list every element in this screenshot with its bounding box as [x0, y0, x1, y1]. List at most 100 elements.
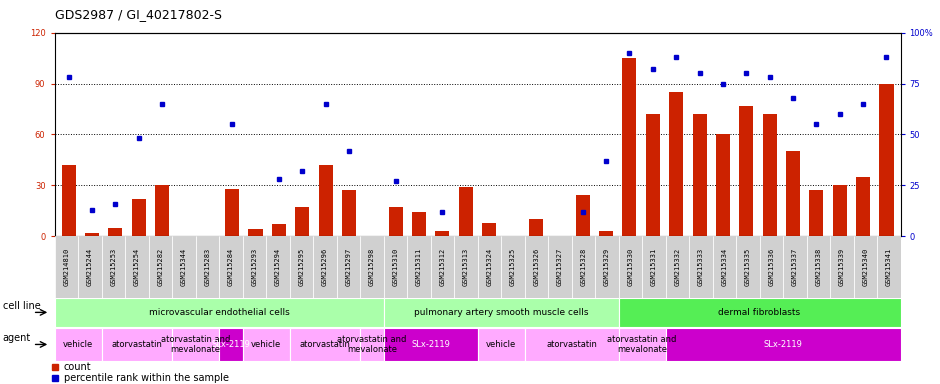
- Bar: [572, 236, 595, 298]
- Bar: [219, 236, 243, 298]
- Bar: [716, 134, 730, 236]
- Text: GSM215298: GSM215298: [368, 248, 375, 286]
- Text: atorvastatin and
mevalonate: atorvastatin and mevalonate: [337, 335, 406, 354]
- Bar: [108, 228, 122, 236]
- Text: GSM215310: GSM215310: [392, 248, 399, 286]
- Text: GSM215344: GSM215344: [180, 248, 187, 286]
- Bar: [61, 165, 75, 236]
- Text: pulmonary artery smooth muscle cells: pulmonary artery smooth muscle cells: [414, 308, 588, 317]
- Bar: [595, 236, 619, 298]
- Bar: [760, 236, 783, 298]
- Text: GDS2987 / GI_40217802-S: GDS2987 / GI_40217802-S: [55, 8, 222, 21]
- Text: GSM215244: GSM215244: [86, 248, 93, 286]
- Bar: [575, 195, 589, 236]
- Text: GSM215253: GSM215253: [110, 248, 117, 286]
- Bar: [384, 236, 407, 298]
- Bar: [548, 236, 572, 298]
- Text: GSM215341: GSM215341: [885, 248, 892, 286]
- Bar: [619, 298, 901, 326]
- Bar: [360, 236, 384, 298]
- Bar: [529, 219, 543, 236]
- Bar: [149, 236, 172, 298]
- Bar: [525, 236, 548, 298]
- Bar: [646, 114, 660, 236]
- Bar: [619, 328, 666, 361]
- Text: atorvastatin and
mevalonate: atorvastatin and mevalonate: [161, 335, 230, 354]
- Bar: [689, 236, 713, 298]
- Text: GSM215313: GSM215313: [462, 248, 469, 286]
- Bar: [337, 236, 360, 298]
- Text: GSM215338: GSM215338: [815, 248, 822, 286]
- Bar: [501, 236, 525, 298]
- Text: vehicle: vehicle: [486, 340, 516, 349]
- Text: GSM215333: GSM215333: [697, 248, 704, 286]
- Bar: [786, 151, 800, 236]
- Bar: [55, 328, 102, 361]
- Text: atorvastatin and
mevalonate: atorvastatin and mevalonate: [607, 335, 677, 354]
- Bar: [384, 328, 478, 361]
- Text: GSM215254: GSM215254: [133, 248, 140, 286]
- Text: GSM215326: GSM215326: [533, 248, 540, 286]
- Bar: [713, 236, 736, 298]
- Bar: [85, 233, 99, 236]
- Bar: [830, 236, 854, 298]
- Bar: [807, 236, 830, 298]
- Bar: [243, 236, 266, 298]
- Text: GSM215337: GSM215337: [791, 248, 798, 286]
- Bar: [389, 207, 402, 236]
- Text: SLx-2119: SLx-2119: [763, 340, 803, 349]
- Text: microvascular endothelial cells: microvascular endothelial cells: [149, 308, 290, 317]
- Bar: [132, 199, 146, 236]
- Bar: [412, 212, 426, 236]
- Bar: [459, 187, 473, 236]
- Text: GSM215296: GSM215296: [321, 248, 328, 286]
- Bar: [155, 185, 169, 236]
- Text: GSM215312: GSM215312: [439, 248, 446, 286]
- Text: GSM215334: GSM215334: [721, 248, 728, 286]
- Text: GSM215311: GSM215311: [415, 248, 422, 286]
- Text: GSM215329: GSM215329: [603, 248, 610, 286]
- Bar: [762, 114, 776, 236]
- Text: GSM214810: GSM214810: [63, 248, 70, 286]
- Bar: [669, 92, 683, 236]
- Bar: [102, 236, 125, 298]
- Text: cell line: cell line: [3, 301, 40, 311]
- Text: percentile rank within the sample: percentile rank within the sample: [64, 373, 229, 383]
- Bar: [342, 190, 356, 236]
- Bar: [854, 236, 877, 298]
- Text: GSM215327: GSM215327: [556, 248, 563, 286]
- Bar: [78, 236, 102, 298]
- Bar: [739, 106, 753, 236]
- Text: GSM215335: GSM215335: [744, 248, 751, 286]
- Text: GSM215283: GSM215283: [204, 248, 211, 286]
- Text: SLx-2119: SLx-2119: [212, 340, 250, 349]
- Text: count: count: [64, 362, 91, 372]
- Bar: [219, 328, 243, 361]
- Bar: [125, 236, 149, 298]
- Bar: [172, 236, 196, 298]
- Text: GSM215324: GSM215324: [486, 248, 493, 286]
- Text: agent: agent: [3, 333, 31, 343]
- Text: GSM215282: GSM215282: [157, 248, 164, 286]
- Bar: [431, 236, 454, 298]
- Bar: [196, 236, 219, 298]
- Text: atorvastatin: atorvastatin: [111, 340, 163, 349]
- Bar: [290, 236, 313, 298]
- Text: GSM215336: GSM215336: [768, 248, 775, 286]
- Bar: [243, 328, 290, 361]
- Bar: [736, 236, 760, 298]
- Bar: [435, 231, 449, 236]
- Bar: [225, 189, 239, 236]
- Bar: [313, 236, 337, 298]
- Bar: [833, 185, 847, 236]
- Bar: [880, 84, 894, 236]
- Text: vehicle: vehicle: [251, 340, 281, 349]
- Bar: [666, 236, 689, 298]
- Bar: [642, 236, 666, 298]
- Text: GSM215332: GSM215332: [674, 248, 681, 286]
- Bar: [877, 236, 901, 298]
- Bar: [482, 223, 496, 236]
- Bar: [478, 236, 501, 298]
- Bar: [454, 236, 478, 298]
- Bar: [525, 328, 619, 361]
